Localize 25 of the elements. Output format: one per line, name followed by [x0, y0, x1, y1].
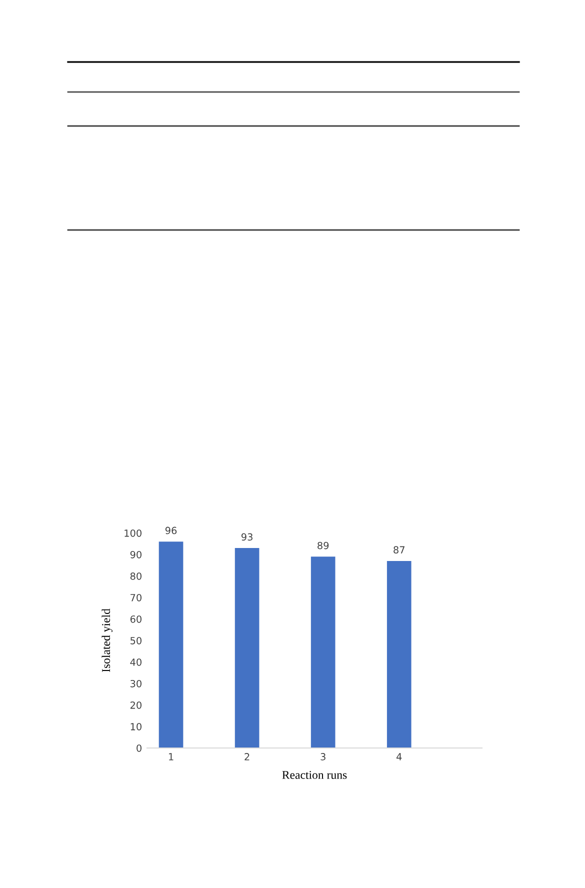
y-tick-label: 80 — [130, 572, 142, 580]
bar — [310, 556, 336, 748]
y-tick-label: 40 — [130, 658, 142, 666]
bar — [386, 560, 412, 748]
y-tick-label: 100 — [124, 529, 142, 537]
y-tick-label: 70 — [130, 594, 142, 602]
y-axis-title: Isolated yield — [102, 608, 112, 672]
y-tick-label: 30 — [130, 680, 142, 688]
bar — [234, 548, 260, 748]
y-tick-label: 10 — [130, 722, 142, 730]
y-tick-label: 0 — [136, 744, 142, 752]
data-label: 93 — [241, 533, 252, 541]
y-tick-label: 20 — [130, 701, 142, 709]
x-axis-title: Reaction runs — [282, 770, 347, 779]
y-tick-label: 60 — [130, 615, 142, 623]
x-tick-label: 3 — [320, 753, 326, 760]
y-tick-label: 90 — [130, 550, 142, 558]
y-tick-label: 50 — [130, 636, 142, 644]
x-tick-label: 4 — [396, 753, 402, 760]
x-tick-label: 1 — [169, 753, 174, 760]
bar — [158, 542, 184, 748]
data-label: 89 — [318, 542, 329, 550]
data-label: 87 — [394, 546, 404, 554]
data-label: 96 — [165, 526, 177, 534]
x-tick-label: 2 — [244, 753, 250, 760]
